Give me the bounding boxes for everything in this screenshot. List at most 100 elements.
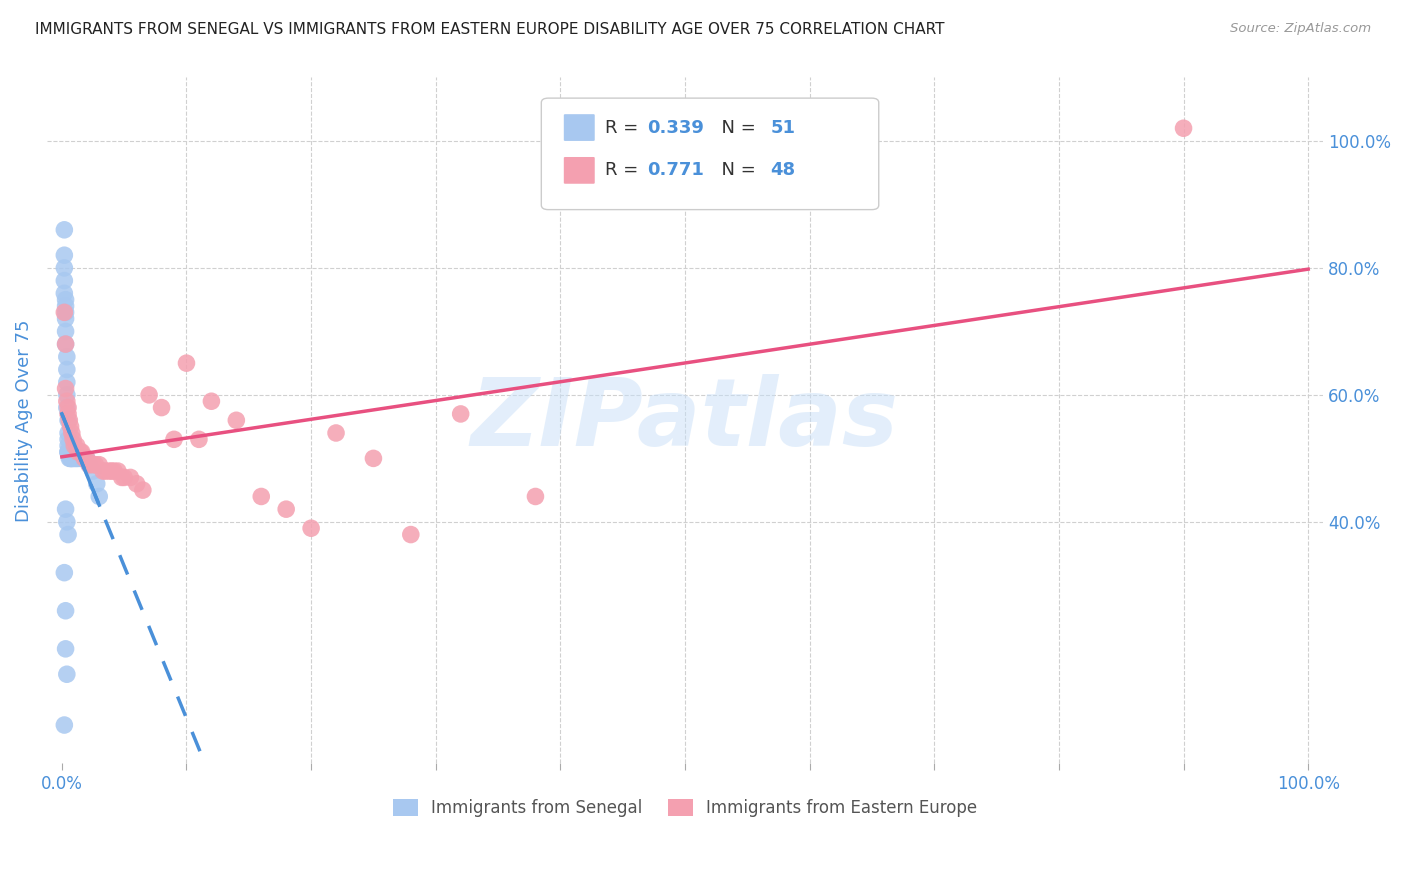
Point — [63, 439, 86, 453]
Point — [55, 641, 77, 656]
Text: 51: 51 — [770, 119, 796, 136]
Point — [53, 248, 76, 262]
Text: 0.339: 0.339 — [647, 119, 703, 136]
Text: N =: N = — [710, 161, 762, 179]
Point — [55, 382, 77, 396]
Point — [56, 515, 79, 529]
Point — [56, 433, 79, 447]
Point — [55, 337, 77, 351]
Point — [53, 305, 76, 319]
Point — [53, 286, 76, 301]
Point — [98, 464, 121, 478]
Point — [53, 566, 76, 580]
Point — [89, 490, 111, 504]
Point — [56, 667, 79, 681]
Point — [125, 476, 148, 491]
Text: Source: ZipAtlas.com: Source: ZipAtlas.com — [1230, 22, 1371, 36]
Point — [65, 451, 87, 466]
Point — [70, 451, 93, 466]
Point — [56, 401, 79, 415]
Point — [53, 223, 76, 237]
Text: IMMIGRANTS FROM SENEGAL VS IMMIGRANTS FROM EASTERN EUROPE DISABILITY AGE OVER 75: IMMIGRANTS FROM SENEGAL VS IMMIGRANTS FR… — [35, 22, 945, 37]
Point — [200, 394, 222, 409]
Point — [56, 394, 79, 409]
Point — [69, 451, 91, 466]
Point — [111, 470, 134, 484]
Point — [56, 445, 79, 459]
Point — [163, 433, 186, 447]
Point — [56, 401, 79, 415]
Point — [56, 375, 79, 389]
Point — [56, 413, 79, 427]
Point — [82, 464, 104, 478]
Point — [86, 476, 108, 491]
Point — [1173, 121, 1195, 136]
Point — [58, 445, 80, 459]
Point — [325, 425, 347, 440]
Text: 48: 48 — [770, 161, 796, 179]
Point — [94, 464, 117, 478]
Text: R =: R = — [605, 161, 644, 179]
Point — [399, 527, 422, 541]
Point — [56, 445, 79, 459]
Point — [225, 413, 247, 427]
Point — [55, 337, 77, 351]
Point — [63, 451, 86, 466]
Point — [67, 445, 90, 459]
Point — [55, 299, 77, 313]
Y-axis label: Disability Age Over 75: Disability Age Over 75 — [15, 319, 32, 522]
Point — [53, 260, 76, 275]
Point — [91, 464, 114, 478]
Point — [59, 451, 82, 466]
Point — [67, 451, 90, 466]
Text: ZIPatlas: ZIPatlas — [471, 375, 898, 467]
Point — [56, 350, 79, 364]
Point — [450, 407, 472, 421]
Point — [250, 490, 273, 504]
Point — [76, 451, 98, 466]
Legend: Immigrants from Senegal, Immigrants from Eastern Europe: Immigrants from Senegal, Immigrants from… — [387, 792, 984, 823]
Point — [56, 527, 79, 541]
Point — [53, 718, 76, 732]
Point — [73, 451, 96, 466]
Point — [107, 464, 129, 478]
Point — [84, 458, 107, 472]
Point — [132, 483, 155, 497]
Point — [60, 451, 83, 466]
Point — [56, 362, 79, 376]
Point — [60, 451, 83, 466]
Point — [56, 388, 79, 402]
Text: N =: N = — [710, 119, 762, 136]
Point — [89, 458, 111, 472]
Point — [73, 451, 96, 466]
Point — [138, 388, 160, 402]
Point — [58, 451, 80, 466]
Point — [524, 490, 547, 504]
Point — [59, 419, 82, 434]
Point — [55, 293, 77, 307]
Point — [82, 458, 104, 472]
Point — [363, 451, 385, 466]
Point — [62, 433, 84, 447]
Point — [103, 464, 125, 478]
Point — [53, 274, 76, 288]
Point — [276, 502, 298, 516]
Point — [58, 413, 80, 427]
Point — [69, 445, 91, 459]
Point — [120, 470, 142, 484]
Point — [70, 445, 93, 459]
Point — [55, 604, 77, 618]
Point — [62, 451, 84, 466]
Point — [150, 401, 173, 415]
Point — [60, 425, 83, 440]
Point — [66, 439, 89, 453]
Text: R =: R = — [605, 119, 644, 136]
Point — [77, 458, 100, 472]
Point — [100, 464, 122, 478]
Point — [56, 407, 79, 421]
Point — [77, 458, 100, 472]
Point — [66, 451, 89, 466]
Point — [299, 521, 322, 535]
Point — [56, 439, 79, 453]
Point — [76, 451, 98, 466]
